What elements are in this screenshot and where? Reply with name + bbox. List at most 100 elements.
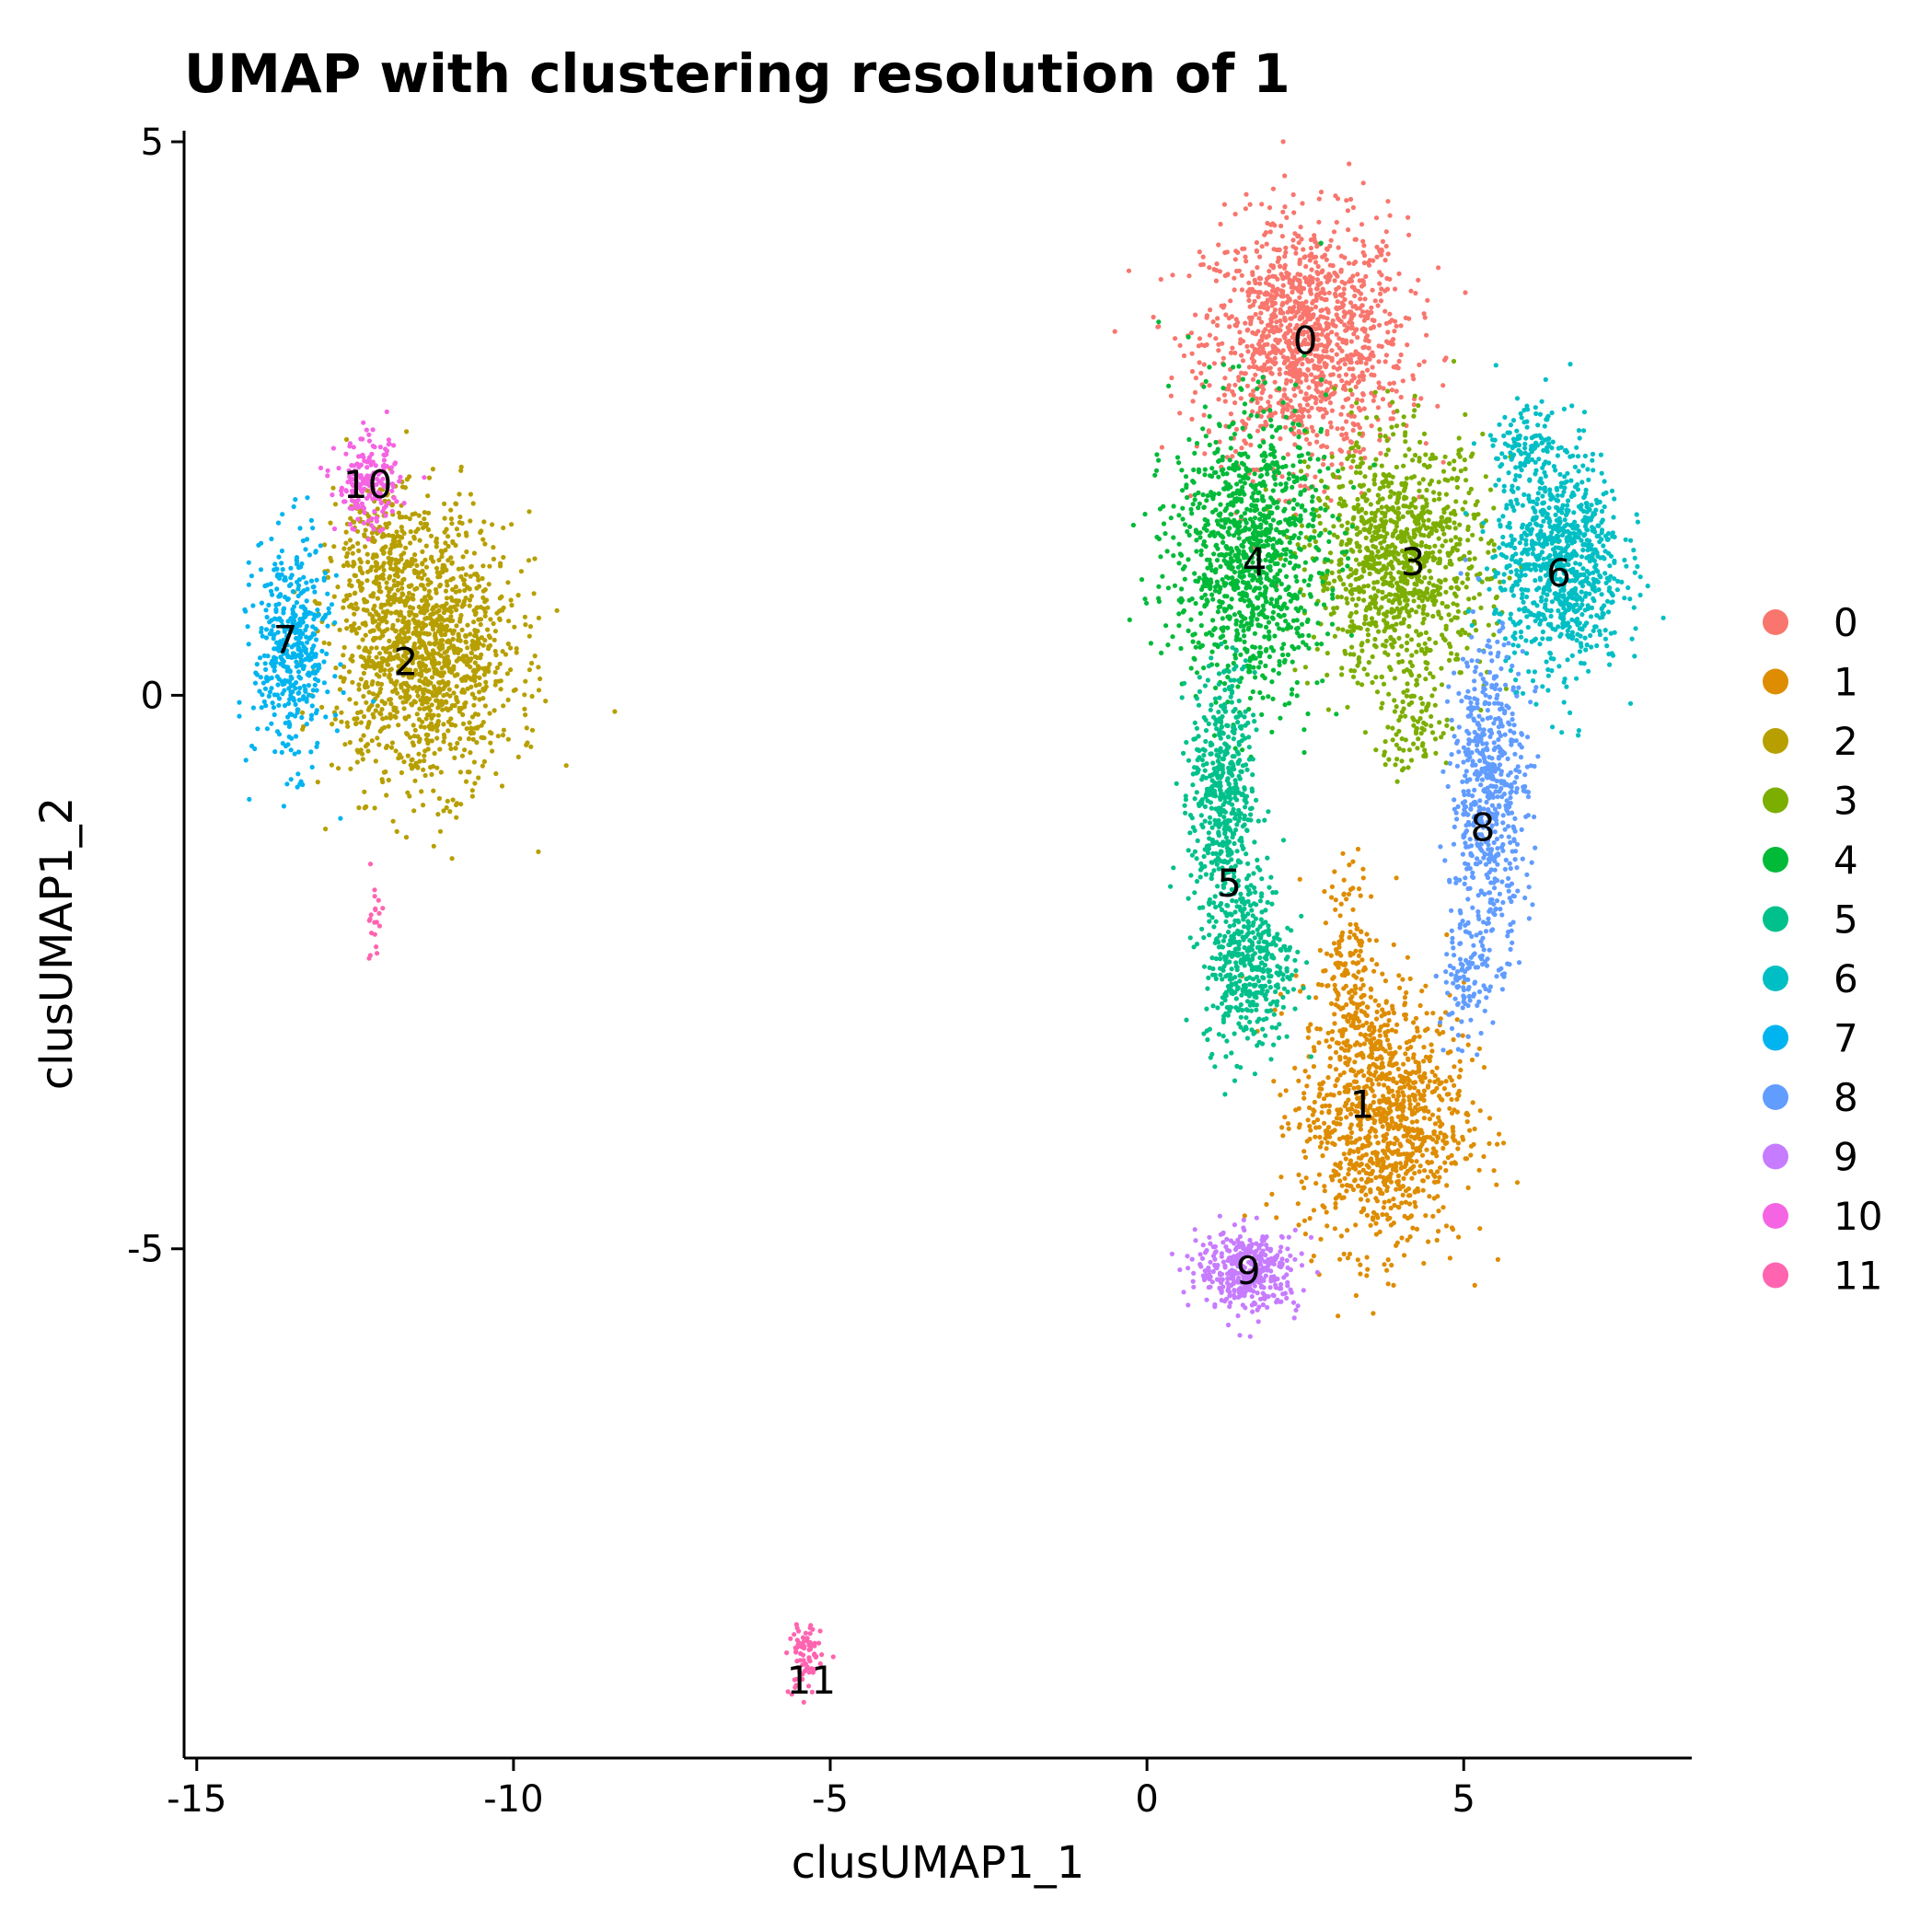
point bbox=[1427, 580, 1432, 586]
point bbox=[1326, 290, 1332, 295]
point bbox=[1420, 1187, 1426, 1193]
point bbox=[1385, 1111, 1391, 1116]
point bbox=[1371, 481, 1377, 487]
point bbox=[428, 612, 434, 618]
point bbox=[1296, 1105, 1301, 1111]
point bbox=[1280, 291, 1286, 296]
point bbox=[1232, 400, 1238, 406]
point bbox=[1457, 522, 1463, 527]
point bbox=[1362, 455, 1368, 461]
point bbox=[482, 613, 488, 619]
point bbox=[1257, 281, 1263, 286]
point bbox=[1457, 454, 1463, 459]
point bbox=[1437, 491, 1442, 497]
point bbox=[469, 645, 476, 652]
point bbox=[1262, 362, 1267, 367]
point bbox=[1382, 359, 1388, 364]
point bbox=[433, 586, 439, 593]
point bbox=[1327, 420, 1334, 425]
point bbox=[1371, 1028, 1377, 1034]
point bbox=[1430, 1011, 1436, 1016]
point bbox=[448, 716, 454, 722]
point bbox=[1475, 512, 1481, 517]
point bbox=[1229, 314, 1234, 319]
point bbox=[348, 623, 353, 630]
point bbox=[1222, 249, 1228, 256]
point bbox=[1288, 280, 1293, 285]
point bbox=[1339, 1183, 1345, 1188]
point bbox=[1325, 445, 1330, 450]
point bbox=[437, 828, 444, 834]
point bbox=[426, 667, 432, 673]
point bbox=[1412, 1097, 1417, 1103]
point bbox=[1385, 1147, 1391, 1152]
point bbox=[462, 704, 468, 710]
point bbox=[375, 596, 380, 601]
point bbox=[1438, 1165, 1443, 1171]
point bbox=[1347, 260, 1352, 266]
point bbox=[1382, 1262, 1387, 1267]
point bbox=[1272, 355, 1278, 361]
point bbox=[1423, 1213, 1429, 1219]
point bbox=[1257, 254, 1263, 260]
point bbox=[1306, 1105, 1313, 1111]
point bbox=[436, 795, 442, 802]
point bbox=[1353, 1222, 1359, 1228]
point bbox=[1296, 308, 1301, 314]
point bbox=[426, 593, 432, 598]
point bbox=[426, 588, 432, 595]
point bbox=[424, 521, 430, 527]
point bbox=[371, 591, 376, 596]
point bbox=[1322, 1120, 1327, 1126]
point bbox=[1252, 298, 1257, 304]
point bbox=[1432, 687, 1438, 692]
point bbox=[1356, 1155, 1361, 1161]
point bbox=[386, 777, 391, 783]
point bbox=[1336, 245, 1341, 250]
point bbox=[1238, 337, 1244, 342]
point bbox=[1294, 360, 1300, 365]
point bbox=[1442, 1160, 1448, 1165]
point bbox=[1358, 929, 1364, 934]
point bbox=[363, 632, 368, 638]
point bbox=[384, 525, 389, 530]
point bbox=[1325, 432, 1330, 437]
point bbox=[1395, 1148, 1401, 1153]
point bbox=[376, 680, 381, 686]
point bbox=[1280, 354, 1287, 360]
point bbox=[1411, 1163, 1417, 1169]
point bbox=[443, 588, 449, 594]
point bbox=[456, 631, 461, 637]
point bbox=[1391, 380, 1396, 386]
point bbox=[423, 564, 430, 570]
point bbox=[1379, 545, 1384, 550]
point bbox=[1440, 1205, 1446, 1210]
point bbox=[1323, 364, 1328, 370]
point bbox=[1326, 1044, 1333, 1049]
point bbox=[446, 687, 452, 692]
point bbox=[1429, 1069, 1435, 1075]
point bbox=[450, 636, 456, 642]
point bbox=[1274, 1215, 1279, 1221]
point bbox=[1309, 267, 1314, 272]
point bbox=[1429, 1160, 1434, 1165]
point bbox=[1465, 1042, 1471, 1047]
point bbox=[1353, 352, 1359, 357]
point bbox=[375, 561, 380, 566]
point bbox=[494, 610, 500, 616]
point bbox=[1369, 894, 1374, 899]
point bbox=[1365, 672, 1371, 677]
point bbox=[1403, 503, 1408, 509]
point bbox=[1389, 1088, 1395, 1093]
point bbox=[1374, 1056, 1380, 1061]
point bbox=[1334, 219, 1339, 226]
point bbox=[1375, 492, 1381, 498]
point bbox=[490, 522, 495, 527]
point bbox=[344, 596, 350, 602]
point bbox=[450, 586, 456, 593]
point bbox=[1379, 504, 1384, 510]
point bbox=[1349, 591, 1355, 596]
point bbox=[1384, 531, 1390, 537]
point bbox=[449, 702, 456, 709]
point bbox=[392, 713, 398, 719]
